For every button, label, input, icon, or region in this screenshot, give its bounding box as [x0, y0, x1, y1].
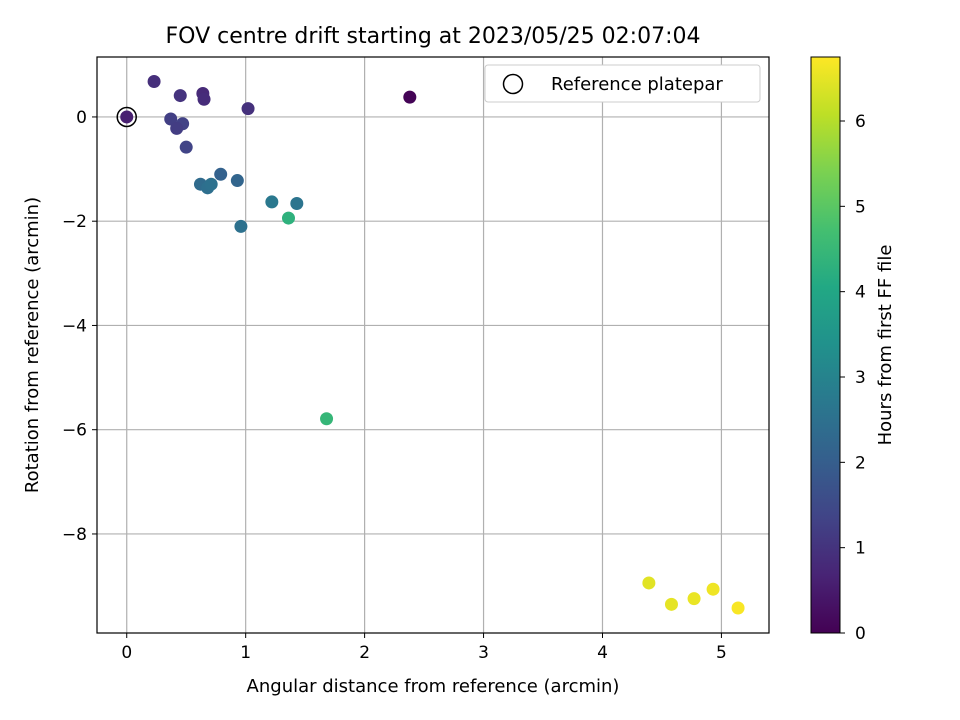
x-tick-label: 4	[597, 643, 608, 663]
colorbar-gradient	[810, 56, 841, 634]
data-point	[120, 110, 134, 124]
data-point	[403, 90, 417, 104]
data-points	[116, 74, 745, 615]
legend: Reference platepar	[484, 64, 761, 103]
colorbar-tick-label: 4	[855, 283, 866, 303]
data-point	[173, 89, 187, 103]
reference-marker	[116, 106, 137, 128]
colorbar-ticks: 0 1 2 3 4 5 6	[840, 112, 866, 644]
x-tick-label: 1	[240, 643, 251, 663]
legend-label-reference: Reference platepar	[551, 74, 723, 95]
colorbar-tick-label: 6	[855, 112, 866, 132]
colorbar-tick-label: 0	[855, 624, 866, 644]
data-point	[687, 592, 701, 606]
data-point	[265, 195, 279, 209]
data-point	[706, 582, 720, 596]
y-tick-label: −4	[62, 316, 87, 336]
plot-frame	[96, 56, 770, 634]
data-point	[642, 576, 656, 590]
data-point	[204, 177, 218, 191]
chart-title: FOV centre drift starting at 2023/05/25 …	[166, 24, 701, 49]
data-point	[170, 121, 184, 135]
data-point	[234, 219, 248, 233]
data-point	[320, 412, 334, 426]
y-tick-label: 0	[76, 108, 87, 128]
grid-lines	[97, 57, 769, 633]
data-point	[664, 597, 678, 611]
data-point	[241, 102, 255, 116]
x-tick-label: 0	[121, 643, 132, 663]
y-axis-label: Rotation from reference (arcmin)	[22, 197, 43, 493]
data-point	[164, 112, 178, 126]
colorbar-tick-label: 3	[855, 368, 866, 388]
legend-marker-reference	[502, 73, 524, 95]
data-point	[230, 174, 244, 188]
x-tick-label: 3	[478, 643, 489, 663]
colorbar-tick-label: 5	[855, 197, 866, 217]
data-point	[290, 196, 304, 210]
y-tick-label: −2	[62, 212, 87, 232]
colorbar-tick-label: 2	[855, 453, 866, 473]
colorbar-label: Hours from first FF file	[875, 245, 896, 446]
colorbar: 0 1 2 3 4 5 6 Hours from first FF file	[810, 56, 896, 644]
x-axis-label: Angular distance from reference (arcmin)	[247, 676, 620, 697]
axis-ticks: 0 1 2 3 4 5 0 −2 −4 −6 −8	[62, 108, 727, 663]
colorbar-tick-label: 1	[855, 539, 866, 559]
data-point	[197, 92, 211, 106]
data-point	[147, 74, 161, 88]
y-tick-label: −8	[62, 525, 87, 545]
data-point	[214, 167, 228, 181]
x-tick-label: 2	[359, 643, 370, 663]
y-tick-label: −6	[62, 421, 87, 441]
x-tick-label: 5	[716, 643, 727, 663]
legend-box	[484, 64, 761, 103]
data-point	[179, 140, 193, 154]
data-point	[731, 601, 745, 615]
data-point	[281, 211, 295, 225]
